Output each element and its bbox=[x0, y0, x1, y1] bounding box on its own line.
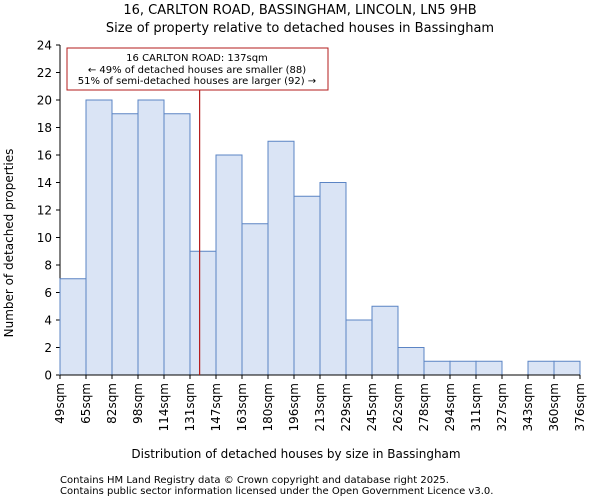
x-tick-label: 163sqm bbox=[235, 383, 249, 431]
x-tick-label: 311sqm bbox=[469, 383, 483, 431]
bar-278sqm bbox=[423, 360, 451, 376]
x-tick-label: 49sqm bbox=[53, 383, 67, 424]
bar-82sqm bbox=[111, 113, 139, 376]
bar-360sqm bbox=[553, 360, 581, 376]
y-tick-label: 12 bbox=[37, 204, 52, 218]
x-tick-label: 82sqm bbox=[105, 383, 119, 424]
y-tick-label: 0 bbox=[44, 369, 52, 383]
y-tick-label: 2 bbox=[44, 341, 52, 355]
x-tick-label: 180sqm bbox=[261, 383, 275, 431]
bar-229sqm bbox=[345, 319, 373, 376]
annotation-line-1: 16 CARLTON ROAD: 137sqm bbox=[126, 53, 268, 64]
x-axis-label: Distribution of detached houses by size … bbox=[131, 447, 460, 461]
x-tick-label: 196sqm bbox=[287, 383, 301, 431]
annotation-line-3: 51% of semi-detached houses are larger (… bbox=[78, 76, 316, 87]
annotation-line-2: ← 49% of detached houses are smaller (88… bbox=[88, 65, 306, 76]
x-tick-label: 213sqm bbox=[313, 383, 327, 431]
x-tick-label: 278sqm bbox=[417, 383, 431, 431]
annotation-border bbox=[66, 47, 329, 91]
x-tick-label: 98sqm bbox=[131, 383, 145, 424]
bar-213sqm bbox=[319, 182, 347, 376]
y-tick-label: 24 bbox=[37, 39, 52, 53]
x-tick-label: 65sqm bbox=[79, 383, 93, 424]
bar-196sqm bbox=[293, 195, 321, 376]
y-tick-label: 22 bbox=[37, 66, 52, 80]
bar-147sqm bbox=[215, 154, 243, 376]
x-tick-label: 245sqm bbox=[365, 383, 379, 431]
y-tick-label: 10 bbox=[37, 231, 52, 245]
y-tick-label: 14 bbox=[37, 176, 52, 190]
x-axis: 49sqm 65sqm 82sqm 98sqm 114sqm 131sqm 147sqm 16… bbox=[53, 374, 587, 431]
y-tick-label: 20 bbox=[37, 94, 52, 108]
bar-245sqm bbox=[371, 305, 399, 376]
annotation-box: 16 CARLTON ROAD: 137sqm ← 49% of detache… bbox=[66, 47, 329, 91]
footer-line-2: Contains public sector information licen… bbox=[60, 486, 493, 497]
x-tick-label: 229sqm bbox=[339, 383, 353, 431]
bar-311sqm bbox=[475, 360, 503, 376]
bar-294sqm bbox=[449, 360, 477, 376]
y-axis-label: Number of detached properties bbox=[2, 149, 16, 338]
x-tick-label: 360sqm bbox=[547, 383, 561, 431]
bar-180sqm bbox=[267, 140, 295, 376]
bar-262sqm bbox=[397, 347, 425, 376]
chart-title: 16, CARLTON ROAD, BASSINGHAM, LINCOLN, L… bbox=[123, 3, 476, 18]
bar-49sqm bbox=[59, 278, 87, 376]
x-tick-label: 131sqm bbox=[183, 383, 197, 431]
y-tick-label: 6 bbox=[44, 286, 52, 300]
x-tick-label: 327sqm bbox=[495, 383, 509, 431]
x-tick-label: 262sqm bbox=[391, 383, 405, 431]
footer-line-1: Contains HM Land Registry data © Crown c… bbox=[60, 475, 449, 486]
bar-98sqm bbox=[137, 99, 165, 376]
y-tick-label: 4 bbox=[44, 314, 52, 328]
y-tick-label: 8 bbox=[44, 259, 52, 273]
chart-subtitle: Size of property relative to detached ho… bbox=[106, 21, 494, 36]
x-tick-label: 343sqm bbox=[521, 383, 535, 431]
bar-65sqm bbox=[85, 99, 113, 376]
bar-163sqm bbox=[241, 223, 269, 376]
x-tick-label: 114sqm bbox=[157, 383, 171, 431]
bar-114sqm bbox=[163, 113, 191, 376]
y-tick-label: 16 bbox=[37, 149, 52, 163]
y-tick-label: 18 bbox=[37, 121, 52, 135]
bars bbox=[59, 99, 581, 376]
bar-343sqm bbox=[527, 360, 555, 376]
bar-131sqm bbox=[189, 250, 217, 376]
x-tick-label: 376sqm bbox=[573, 383, 587, 431]
x-tick-label: 294sqm bbox=[443, 383, 457, 431]
x-tick-label: 147sqm bbox=[209, 383, 223, 431]
